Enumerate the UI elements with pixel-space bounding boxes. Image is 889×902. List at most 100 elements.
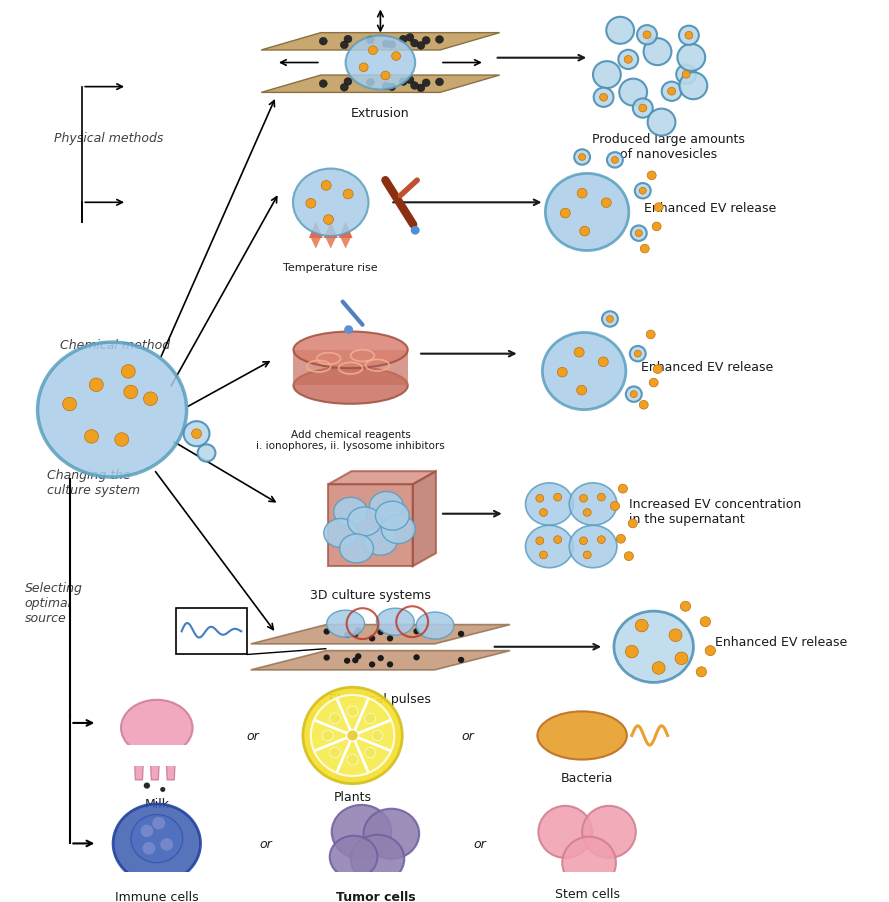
Ellipse shape [381, 515, 415, 544]
Circle shape [436, 78, 444, 87]
Ellipse shape [375, 502, 409, 530]
Circle shape [597, 493, 605, 502]
Circle shape [344, 326, 353, 335]
Ellipse shape [333, 498, 367, 527]
Circle shape [392, 52, 401, 61]
Circle shape [352, 631, 358, 638]
Ellipse shape [293, 170, 368, 237]
Circle shape [344, 658, 350, 664]
Circle shape [192, 429, 202, 439]
Circle shape [636, 620, 648, 632]
Circle shape [680, 602, 691, 612]
Circle shape [677, 45, 705, 72]
Text: Plants: Plants [333, 790, 372, 804]
Circle shape [406, 34, 414, 42]
Circle shape [669, 630, 682, 641]
Circle shape [89, 379, 103, 392]
Ellipse shape [364, 809, 419, 859]
Circle shape [152, 817, 165, 830]
Circle shape [636, 231, 642, 237]
Circle shape [160, 787, 165, 792]
Circle shape [540, 551, 548, 559]
Circle shape [579, 154, 586, 161]
Circle shape [629, 520, 637, 529]
Ellipse shape [545, 174, 629, 252]
Circle shape [411, 226, 420, 235]
Circle shape [644, 39, 671, 66]
Text: Increased EV concentration
in the supernatant: Increased EV concentration in the supern… [629, 497, 801, 525]
Circle shape [583, 551, 591, 559]
Polygon shape [115, 745, 198, 767]
Circle shape [580, 495, 588, 502]
Ellipse shape [332, 805, 391, 859]
Circle shape [582, 806, 636, 858]
Polygon shape [339, 223, 353, 239]
Circle shape [653, 365, 662, 374]
Circle shape [580, 227, 589, 236]
Circle shape [144, 392, 157, 406]
Ellipse shape [525, 483, 573, 526]
Circle shape [630, 391, 637, 398]
Circle shape [647, 109, 676, 136]
Circle shape [311, 695, 395, 776]
Circle shape [654, 204, 663, 212]
Circle shape [347, 730, 358, 741]
Circle shape [639, 189, 646, 195]
Circle shape [560, 209, 570, 218]
Circle shape [580, 538, 588, 545]
Circle shape [602, 312, 618, 327]
Circle shape [554, 493, 562, 502]
Circle shape [160, 838, 173, 851]
Circle shape [344, 632, 350, 638]
Circle shape [593, 62, 621, 89]
Circle shape [372, 731, 383, 741]
Circle shape [574, 348, 584, 358]
Circle shape [639, 401, 648, 410]
Polygon shape [134, 759, 143, 780]
Circle shape [633, 99, 653, 118]
Circle shape [436, 37, 444, 44]
Circle shape [620, 79, 647, 106]
Circle shape [84, 430, 99, 444]
Circle shape [340, 42, 348, 50]
Circle shape [330, 713, 340, 724]
Text: Extrusion: Extrusion [351, 106, 410, 120]
Circle shape [637, 26, 657, 45]
Polygon shape [261, 33, 500, 51]
Circle shape [319, 80, 327, 88]
Ellipse shape [376, 609, 414, 636]
Circle shape [635, 351, 641, 358]
Circle shape [647, 171, 656, 180]
Circle shape [417, 85, 425, 93]
Ellipse shape [350, 835, 404, 883]
Polygon shape [328, 472, 436, 484]
Circle shape [388, 41, 396, 50]
Ellipse shape [348, 508, 381, 537]
Circle shape [422, 37, 430, 45]
Circle shape [324, 216, 333, 226]
Circle shape [574, 150, 590, 166]
Circle shape [612, 157, 619, 164]
Circle shape [626, 387, 642, 402]
Ellipse shape [330, 836, 378, 879]
Polygon shape [324, 223, 338, 239]
Text: Add chemical reagents
i. ionophores, ii. lysosome inhibitors: Add chemical reagents i. ionophores, ii.… [256, 429, 445, 451]
Circle shape [607, 153, 623, 169]
Circle shape [366, 79, 374, 87]
Circle shape [598, 357, 608, 367]
Circle shape [124, 386, 138, 400]
Circle shape [619, 484, 628, 493]
Ellipse shape [327, 611, 364, 638]
Circle shape [417, 42, 425, 51]
Ellipse shape [324, 519, 357, 548]
Circle shape [677, 66, 696, 85]
Circle shape [458, 657, 464, 663]
Circle shape [577, 386, 587, 396]
Ellipse shape [113, 804, 201, 883]
Polygon shape [311, 239, 321, 249]
Ellipse shape [346, 36, 415, 90]
Circle shape [625, 646, 638, 658]
Text: 3D culture systems: 3D culture systems [310, 588, 431, 602]
Circle shape [115, 433, 129, 446]
Polygon shape [293, 351, 408, 386]
